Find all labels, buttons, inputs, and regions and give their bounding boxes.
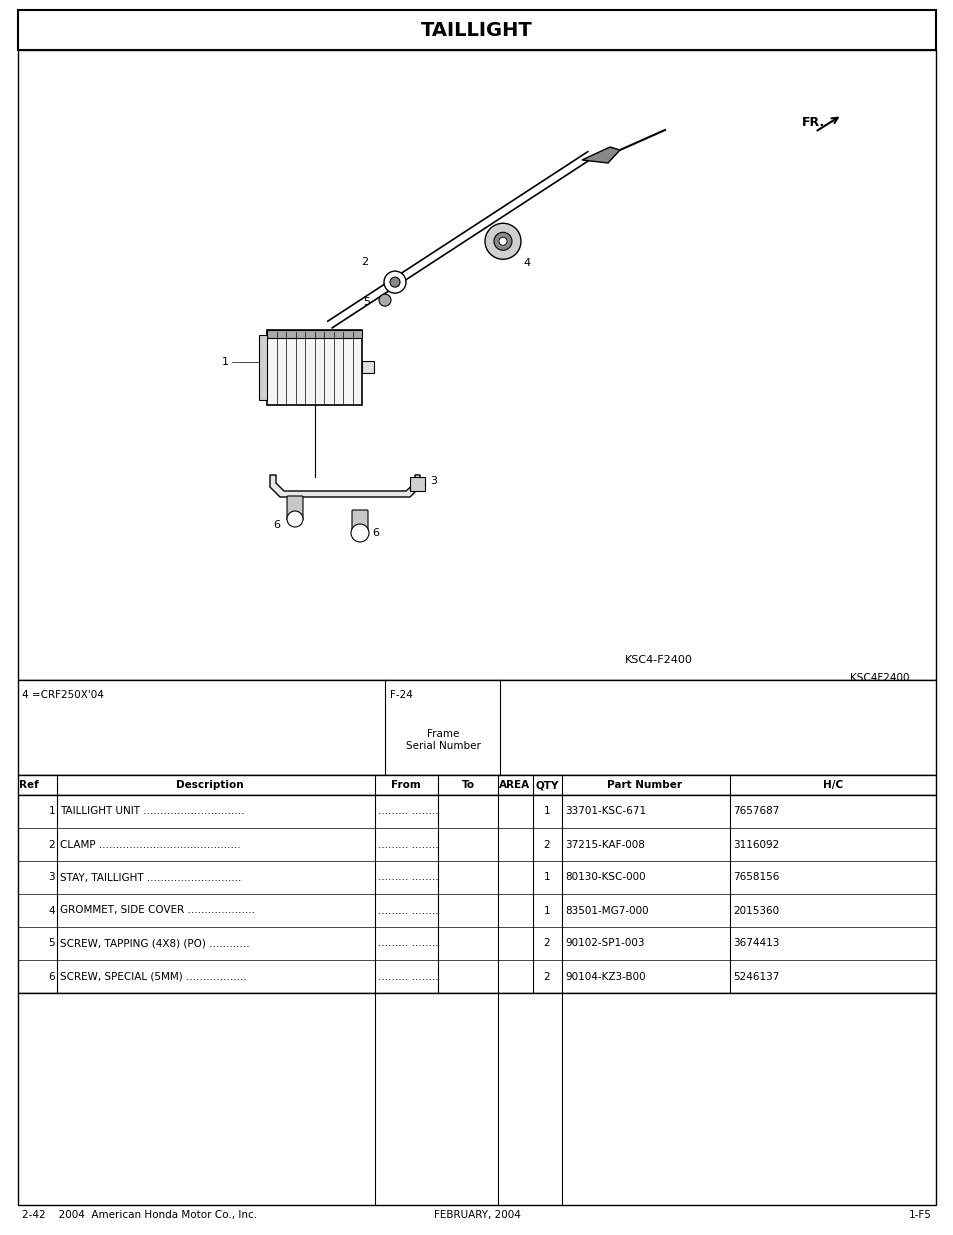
Text: 3674413: 3674413 [732,939,779,948]
Text: 3: 3 [49,872,55,883]
FancyBboxPatch shape [352,510,368,534]
Circle shape [484,224,520,259]
Text: 90102-SP1-003: 90102-SP1-003 [564,939,644,948]
Text: 1: 1 [543,806,550,816]
Text: 7658156: 7658156 [732,872,779,883]
Text: ......... ........: ......... ........ [377,939,438,948]
Text: 6: 6 [49,972,55,982]
Text: Part Number: Part Number [607,781,681,790]
Text: From: From [391,781,420,790]
Circle shape [494,232,512,251]
Text: To: To [461,781,474,790]
Bar [18,795,935,993]
Text: TAILLIGHT UNIT ..............................: TAILLIGHT UNIT .........................… [60,806,244,816]
Text: 83501-MG7-000: 83501-MG7-000 [564,905,648,915]
Text: ......... ........: ......... ........ [377,840,438,850]
Text: 7657687: 7657687 [732,806,779,816]
Text: 4 =CRF250X'04: 4 =CRF250X'04 [22,690,104,700]
Text: 5: 5 [363,298,370,308]
Text: 2: 2 [543,840,550,850]
Text: 4: 4 [49,905,55,915]
Bar [18,49,935,680]
Text: ......... ........: ......... ........ [377,872,438,883]
Text: 1: 1 [49,806,55,816]
Circle shape [384,272,406,293]
Text: FR.: FR. [801,116,824,130]
Text: SCREW, TAPPING (4X8) (PO) ............: SCREW, TAPPING (4X8) (PO) ............ [60,939,250,948]
Text: 90104-KZ3-B00: 90104-KZ3-B00 [564,972,645,982]
Text: H/C: H/C [822,781,842,790]
Text: ......... ........: ......... ........ [377,972,438,982]
Text: 2: 2 [543,939,550,948]
Text: 37215-KAF-008: 37215-KAF-008 [564,840,644,850]
Text: 2-42    2004  American Honda Motor Co., Inc.: 2-42 2004 American Honda Motor Co., Inc. [22,1210,257,1220]
Text: STAY, TAILLIGHT ............................: STAY, TAILLIGHT ........................… [60,872,241,883]
Text: KSC4-F2400: KSC4-F2400 [624,655,692,664]
Text: 6: 6 [274,520,280,530]
Text: F-24: F-24 [390,690,413,700]
Bar [362,361,375,373]
Text: 2: 2 [49,840,55,850]
Bar [18,993,935,1205]
Text: 5246137: 5246137 [732,972,779,982]
Polygon shape [581,147,619,163]
Bar [410,477,424,492]
Bar [18,680,935,776]
Text: 6: 6 [372,529,378,538]
Text: FEBRUARY, 2004: FEBRUARY, 2004 [433,1210,520,1220]
Text: 2: 2 [361,257,368,267]
FancyBboxPatch shape [287,496,303,520]
Text: 4: 4 [523,258,530,268]
Bar [267,330,362,405]
Text: 1-F5: 1-F5 [908,1210,931,1220]
Text: SCREW, SPECIAL (5MM) ..................: SCREW, SPECIAL (5MM) .................. [60,972,247,982]
Bar [267,330,362,337]
Bar [18,776,935,795]
Polygon shape [270,475,419,496]
Text: Description: Description [176,781,244,790]
Circle shape [287,511,303,527]
Bar [18,10,935,49]
Text: ......... ........: ......... ........ [377,806,438,816]
Text: TAILLIGHT: TAILLIGHT [420,21,533,40]
Text: Frame
Serial Number: Frame Serial Number [405,729,480,751]
Text: ......... ........: ......... ........ [377,905,438,915]
Text: CLAMP ..........................................: CLAMP ..................................… [60,840,240,850]
Circle shape [498,237,506,246]
Text: 2015360: 2015360 [732,905,779,915]
Text: 5: 5 [49,939,55,948]
Circle shape [390,277,399,287]
Circle shape [351,524,369,542]
Text: 33701-KSC-671: 33701-KSC-671 [564,806,645,816]
Text: Ref: Ref [19,781,39,790]
Text: KSC4F2400: KSC4F2400 [850,673,909,683]
Circle shape [378,294,391,306]
Text: 2: 2 [543,972,550,982]
Text: 1: 1 [543,872,550,883]
Text: AREA: AREA [499,781,530,790]
Text: 3116092: 3116092 [732,840,779,850]
Text: QTY: QTY [535,781,558,790]
Text: 1: 1 [543,905,550,915]
Text: 1: 1 [221,357,229,367]
Text: 3: 3 [430,475,436,487]
Bar [259,335,267,399]
Text: 80130-KSC-000: 80130-KSC-000 [564,872,645,883]
Text: GROMMET, SIDE COVER ....................: GROMMET, SIDE COVER .................... [60,905,254,915]
